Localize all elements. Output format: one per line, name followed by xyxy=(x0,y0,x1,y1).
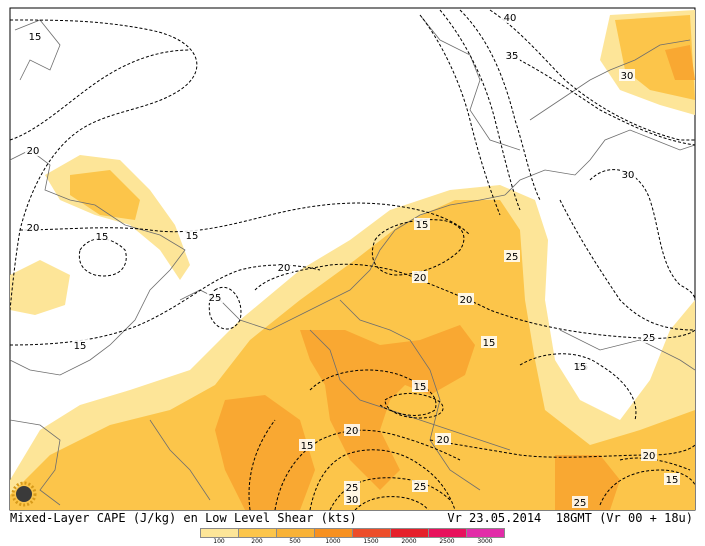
contour-label-bg xyxy=(481,336,497,348)
legend-tick-label: 100 xyxy=(213,538,225,545)
contour-label-bg xyxy=(276,261,292,273)
contour-label: 25 xyxy=(414,482,427,493)
contour-label: 20 xyxy=(27,146,40,157)
contour-label: 15 xyxy=(186,231,199,242)
contour-label: 20 xyxy=(437,435,450,446)
contour-label-bg xyxy=(72,339,88,351)
contour-label: 20 xyxy=(643,451,656,462)
contour-label: 15 xyxy=(574,362,587,373)
contour-label-bg xyxy=(412,271,428,283)
legend-tick-label: 1500 xyxy=(363,538,379,545)
contour-label: 30 xyxy=(621,71,634,82)
contour-label-bg xyxy=(641,449,657,461)
cape-legend-ticks: 100 200 500 1000 1500 2000 2500 3000 xyxy=(200,538,520,546)
contour-label-bg xyxy=(344,424,360,436)
contour-label-bg xyxy=(414,218,430,230)
contour-label-bg xyxy=(25,221,41,233)
contour-label-bg xyxy=(619,69,635,81)
contour-label-bg xyxy=(344,493,360,505)
contour-label: 25 xyxy=(506,252,519,263)
legend-swatch xyxy=(466,528,505,538)
contour-label: 15 xyxy=(666,475,679,486)
contour-label-bg xyxy=(620,168,636,180)
contour-label: 40 xyxy=(504,13,517,24)
legend-tick-label: 2500 xyxy=(439,538,455,545)
contour-label: 25 xyxy=(643,333,656,344)
contour-label: 20 xyxy=(414,273,427,284)
contour-label-bg xyxy=(572,496,588,508)
legend-swatch xyxy=(200,528,239,538)
contour-label-bg xyxy=(412,480,428,492)
contour-labels: 4035301520201515251520152025201515253015… xyxy=(25,11,680,509)
legend-tick-label: 3000 xyxy=(477,538,493,545)
contour-label-bg xyxy=(641,331,657,343)
contour-label: 15 xyxy=(96,232,109,243)
contour-label: 20 xyxy=(346,426,359,437)
legend-swatch xyxy=(428,528,467,538)
legend-swatch xyxy=(352,528,391,538)
contour-label-bg xyxy=(27,30,43,42)
contour-label-bg xyxy=(572,360,588,372)
logo-icon xyxy=(11,481,37,507)
contour-label: 15 xyxy=(416,220,429,231)
legend-swatch xyxy=(390,528,429,538)
contour-label: 30 xyxy=(346,495,359,506)
contour-label-bg xyxy=(504,49,520,61)
coastlines xyxy=(10,14,695,506)
legend-tick-label: 1000 xyxy=(325,538,341,545)
contour-label-bg xyxy=(504,250,520,262)
contour-label: 15 xyxy=(301,441,314,452)
contour-label: 25 xyxy=(574,498,587,509)
contour-label-bg xyxy=(502,11,518,23)
contour-label-bg xyxy=(184,229,200,241)
contour-label-bg xyxy=(412,380,428,392)
contour-label: 30 xyxy=(622,170,635,181)
contour-label-bg xyxy=(435,433,451,445)
contour-label: 15 xyxy=(29,32,42,43)
contour-label: 20 xyxy=(460,295,473,306)
contour-label-bg xyxy=(299,439,315,451)
legend-swatch xyxy=(238,528,277,538)
map-caption-title: Mixed-Layer CAPE (J/kg) en Low Level She… xyxy=(10,511,357,525)
contour-label: 20 xyxy=(278,263,291,274)
legend-tick-label: 500 xyxy=(289,538,301,545)
contour-label: 15 xyxy=(74,341,87,352)
contour-label: 15 xyxy=(414,382,427,393)
legend-tick-label: 2000 xyxy=(401,538,417,545)
cape-legend xyxy=(200,528,505,538)
contour-label-bg xyxy=(344,481,360,493)
map-caption-valid-time: Vr 23.05.2014 18GMT (Vr 00 + 18u) xyxy=(447,511,693,525)
contour-label: 25 xyxy=(209,293,222,304)
contour-label: 15 xyxy=(483,338,496,349)
legend-swatch xyxy=(276,528,315,538)
contour-label-bg xyxy=(458,293,474,305)
contour-label-bg xyxy=(664,473,680,485)
legend-swatch xyxy=(314,528,353,538)
contour-label-bg xyxy=(25,144,41,156)
contour-label-bg xyxy=(94,230,110,242)
shear-contours xyxy=(10,9,695,510)
legend-tick-label: 200 xyxy=(251,538,263,545)
contour-label-bg xyxy=(207,291,223,303)
contour-label: 35 xyxy=(506,51,519,62)
contour-label: 25 xyxy=(346,483,359,494)
contour-label: 20 xyxy=(27,223,40,234)
